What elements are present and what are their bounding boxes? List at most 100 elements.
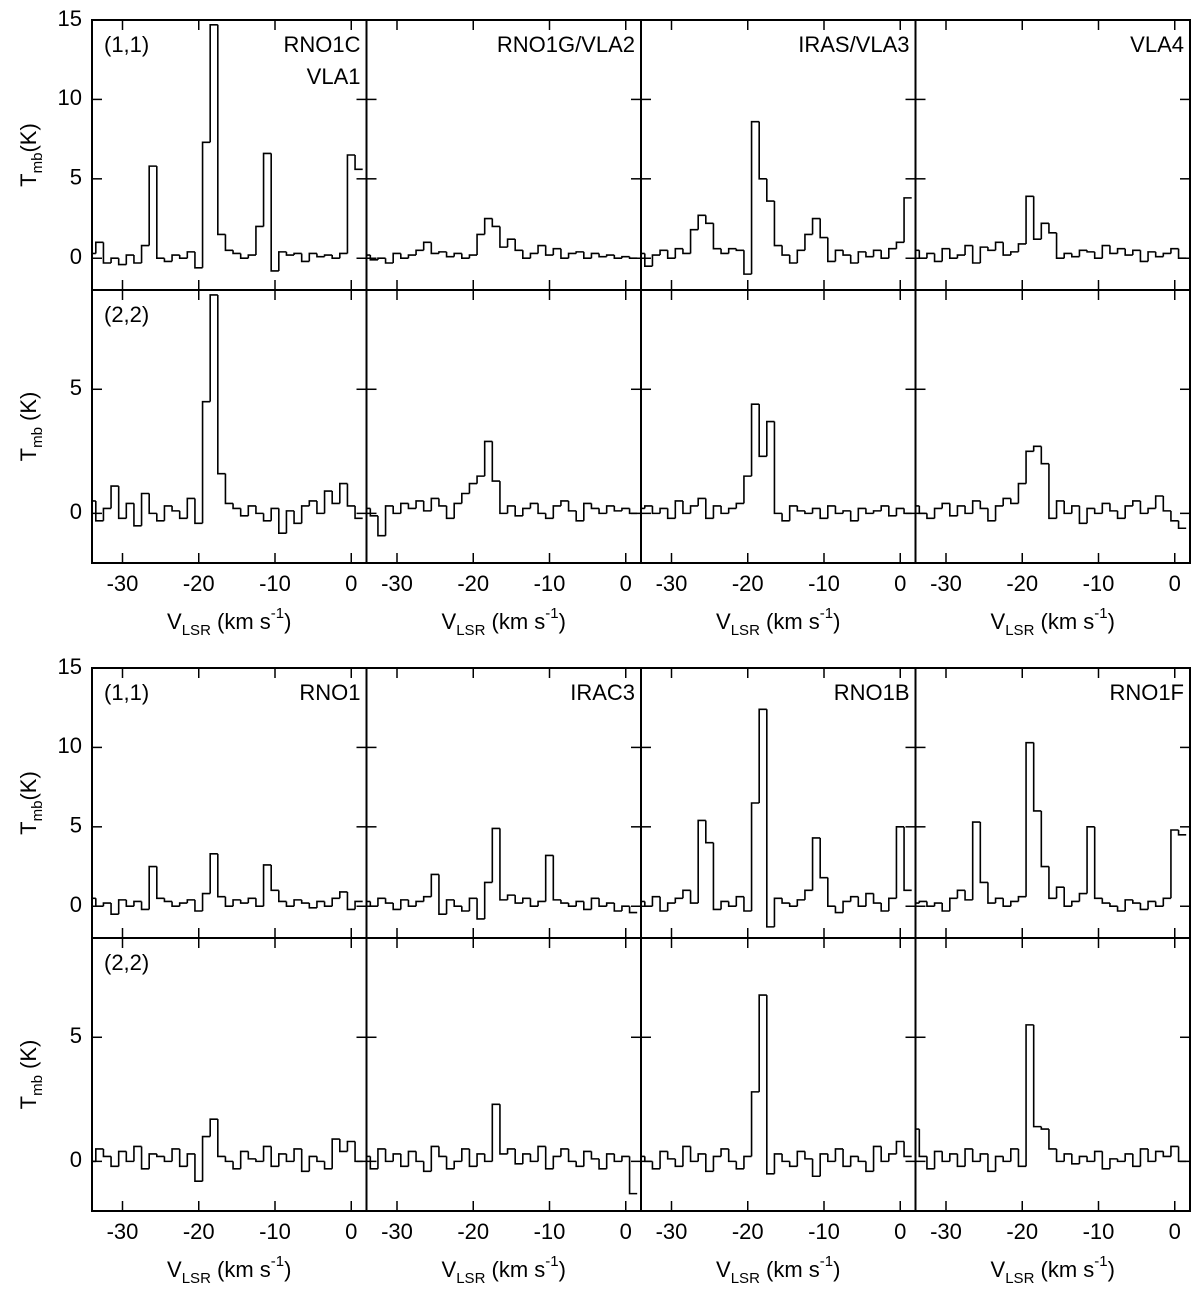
label-part: (km s (760, 609, 820, 634)
x-axis-label: VLSR (km s-1) (167, 1253, 291, 1287)
channel (308, 252, 317, 262)
channel (544, 854, 554, 902)
channel (346, 891, 356, 911)
channel (964, 505, 973, 515)
channel (964, 1148, 973, 1167)
x-tick-label: 0 (620, 1219, 632, 1244)
label-part: LSR (456, 622, 485, 639)
channel (415, 249, 424, 256)
transition-label: (1,1) (104, 32, 149, 57)
channel (644, 505, 653, 509)
channel (209, 294, 218, 402)
channel (483, 881, 493, 919)
channel (346, 483, 356, 507)
source-label: RNO1G/VLA2 (497, 32, 635, 57)
channel (583, 502, 592, 521)
label-part: (km s (1034, 609, 1094, 634)
channel (224, 234, 234, 252)
channel (781, 898, 790, 904)
channel (1071, 1153, 1080, 1165)
channel (766, 995, 775, 1175)
channel (453, 502, 462, 519)
channel (415, 500, 424, 509)
channel (377, 897, 386, 907)
channel (156, 166, 165, 260)
channel (125, 1151, 134, 1163)
channel (1040, 446, 1049, 465)
channel (865, 251, 874, 258)
channel (217, 1119, 226, 1158)
y-tick-label: 5 (70, 1023, 82, 1048)
channel (95, 241, 104, 254)
x-tick-label: -30 (107, 571, 139, 596)
spectrum (366, 440, 638, 537)
y-tick-label: 15 (58, 6, 82, 31)
channel (613, 1153, 622, 1163)
channel (575, 900, 584, 907)
label-part: (km s (760, 1257, 820, 1282)
channel (697, 819, 706, 904)
channel (941, 502, 950, 509)
channel (499, 1104, 508, 1155)
channel (697, 214, 706, 230)
channel (949, 1153, 958, 1162)
channel (537, 900, 546, 907)
channel (1017, 895, 1027, 902)
channel (788, 255, 798, 264)
channel (125, 502, 134, 519)
channel (1101, 898, 1110, 904)
spectrum (915, 741, 1187, 912)
panel-frame (365, 19, 642, 291)
source-label: RNO1 (299, 680, 360, 705)
x-tick-label: 0 (1169, 571, 1181, 596)
channel (415, 1151, 424, 1163)
channel (697, 497, 706, 506)
channel (849, 895, 859, 902)
channel (1124, 505, 1133, 519)
channel (1162, 252, 1171, 257)
label-part: V (991, 609, 1006, 634)
channel (331, 255, 340, 260)
y-axis-label: Tmb(K) (16, 771, 47, 835)
channel (941, 1151, 950, 1163)
channel (682, 500, 691, 515)
y-axis-label: Tmb (K) (16, 1040, 47, 1110)
channel (133, 255, 142, 264)
channel (621, 507, 630, 511)
channel (1010, 900, 1019, 907)
label-part: T (16, 1096, 41, 1109)
channel (918, 250, 927, 260)
label-part: (km s (1034, 1257, 1094, 1282)
panel-frame (365, 667, 642, 939)
channel (529, 898, 539, 908)
channel (1162, 897, 1171, 907)
channel (522, 897, 531, 904)
channel (369, 255, 378, 261)
channel (331, 491, 340, 505)
channel (1071, 900, 1080, 907)
panel-frame (914, 289, 1191, 564)
channel (110, 257, 119, 263)
channel (918, 505, 927, 515)
source-label: RNO1C (283, 32, 360, 57)
x-tick-label: 0 (345, 1219, 357, 1244)
channel (422, 895, 432, 902)
channel (1086, 250, 1095, 253)
channel (140, 492, 150, 526)
channel (384, 505, 394, 536)
channel (422, 241, 432, 251)
channel (377, 515, 386, 537)
x-tick-label: -10 (534, 571, 566, 596)
channel (872, 249, 882, 257)
channel (949, 897, 958, 911)
channel (1025, 1024, 1034, 1167)
x-tick-label: -20 (1006, 571, 1038, 596)
channel (720, 248, 729, 255)
channel (926, 252, 935, 259)
channel (659, 249, 668, 256)
channel (407, 503, 417, 510)
channel (857, 896, 866, 908)
channel (720, 1148, 729, 1157)
channel (598, 1158, 607, 1170)
label-part: -1 (820, 1253, 833, 1270)
